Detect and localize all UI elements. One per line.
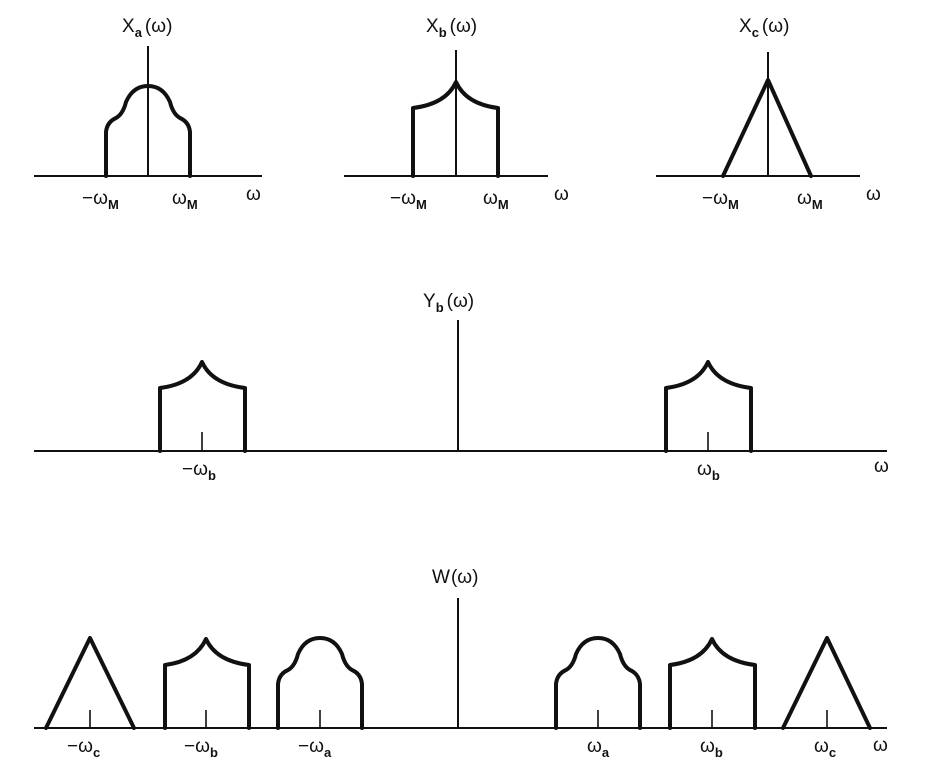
xc-pos-omega-m: ωM (797, 188, 823, 212)
yb-title: Yb (ω) (423, 291, 474, 315)
panel-xc: Xc (ω) −ωM ωM ω (656, 16, 881, 212)
w-neg-omega-b-label: −ωb (184, 736, 218, 760)
w-pos-omega-a-label: ωa (587, 736, 610, 760)
w-pos-b-shape (668, 637, 757, 730)
w-pos-c-triangle (781, 636, 872, 730)
w-neg-b-shape (163, 637, 251, 730)
yb-pos-shifted-spectrum (664, 360, 753, 453)
w-pos-omega-b-label: ωb (700, 736, 723, 760)
w-neg-omega-a-label: −ωa (298, 736, 332, 760)
yb-pos-omega-b-label: ωb (697, 459, 720, 483)
xa-spectrum-shape (104, 84, 192, 178)
xa-title: Xa (ω) (122, 16, 172, 40)
xb-axis-omega: ω (554, 184, 569, 205)
xa-axis-omega: ω (246, 184, 261, 205)
w-title: W(ω) (432, 567, 478, 588)
w-neg-c-triangle (44, 636, 136, 730)
w-neg-a-dome (276, 636, 364, 730)
xa-pos-omega-m: ωM (172, 188, 198, 212)
panel-xa: Xa (ω) −ωM ωM ω (34, 16, 262, 212)
yb-neg-shifted-spectrum (158, 360, 247, 453)
yb-axis-omega: ω (874, 456, 889, 477)
panel-yb: Yb (ω) −ωb ωb ω (34, 291, 889, 483)
panel-w: W(ω) −ωc −ωb −ωa ωa ωb ωc ω (34, 567, 888, 760)
w-neg-omega-c-label: −ωc (67, 736, 100, 760)
panel-xb: Xb (ω) −ωM ωM ω (344, 16, 569, 212)
xc-title: Xc (ω) (739, 16, 789, 40)
w-axis-omega: ω (873, 735, 888, 756)
w-pos-omega-c-label: ωc (814, 736, 836, 760)
xc-neg-omega-m: −ωM (702, 188, 739, 212)
xb-neg-omega-m: −ωM (390, 188, 427, 212)
xa-neg-omega-m: −ωM (82, 188, 119, 212)
xc-axis-omega: ω (866, 184, 881, 205)
yb-neg-omega-b-label: −ωb (182, 459, 216, 483)
w-pos-a-dome (554, 636, 642, 730)
xc-spectrum-shape (721, 78, 813, 178)
xb-spectrum-shape (411, 80, 500, 178)
xb-pos-omega-m: ωM (483, 188, 509, 212)
xb-title: Xb (ω) (426, 16, 477, 40)
